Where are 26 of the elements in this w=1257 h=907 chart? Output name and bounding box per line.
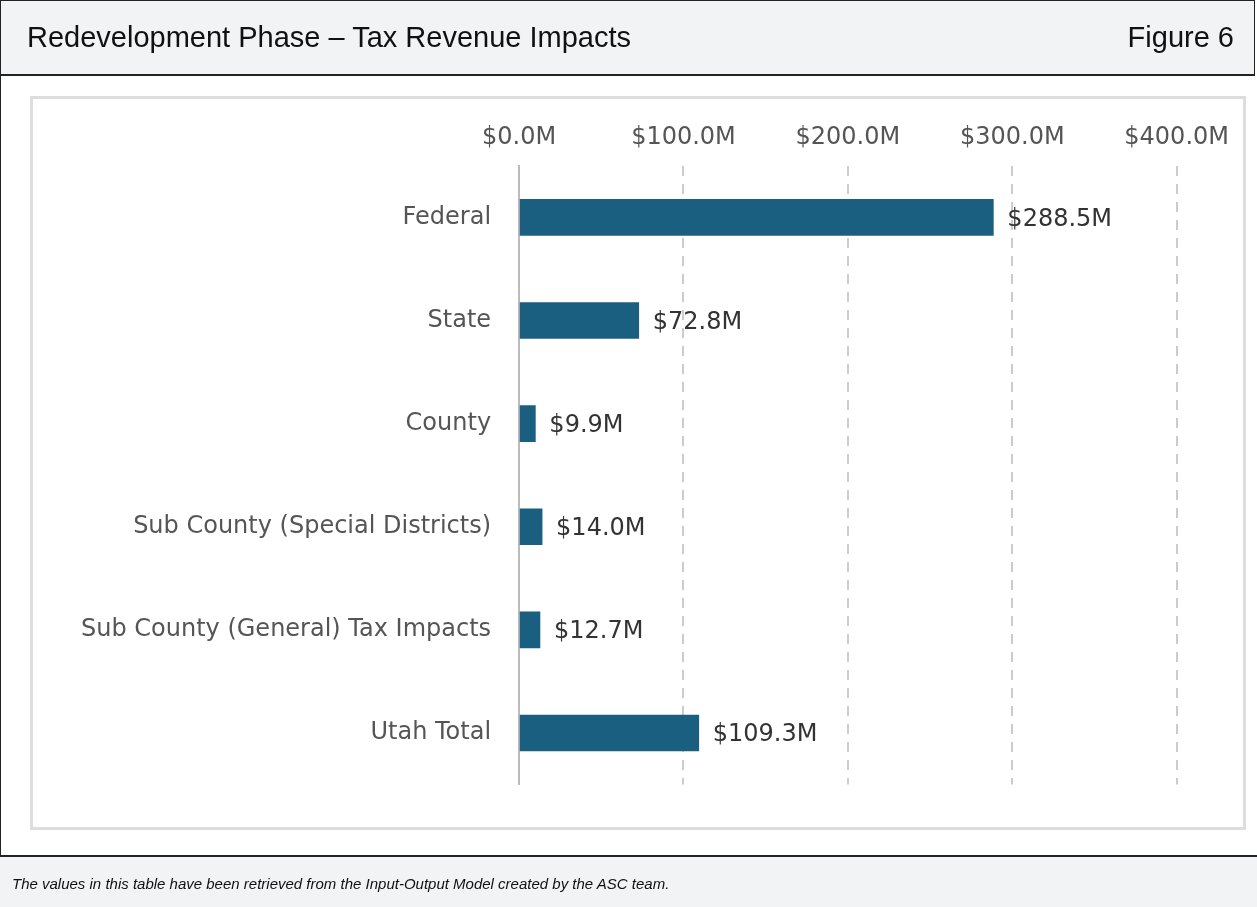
chart-subtitle: Figure 6 — [1127, 21, 1234, 54]
data-label: $109.3M — [712, 719, 818, 748]
x-tick-label: $100.0M — [631, 121, 736, 150]
text: The values in this table have been retrieved from the Input-Output Model created by the ASC team. — [12, 875, 671, 892]
y-tick-label: Sub County (General) Tax Impacts — [80, 614, 492, 643]
bar — [519, 199, 994, 236]
x-tick-label: $400.0M — [1124, 121, 1229, 150]
bar — [519, 405, 536, 442]
y-tick-label: Utah Total — [370, 717, 492, 746]
y-tick-label: County — [405, 407, 492, 436]
y-tick-label: Sub County (Special Districts) — [133, 511, 492, 539]
x-tick-label: $200.0M — [795, 121, 901, 150]
data-label: $14.0M — [556, 513, 646, 541]
y-tick-label: State — [427, 304, 492, 333]
bar — [519, 508, 543, 546]
data-label: $9.9M — [549, 409, 624, 438]
data-label: $72.8M — [652, 306, 743, 335]
chart-title: Redevelopment Phase – Tax Revenue Impacts — [27, 21, 631, 54]
bar — [519, 611, 541, 649]
x-tick-label: $300.0M — [959, 121, 1065, 150]
bar — [519, 302, 640, 339]
bar — [519, 714, 700, 752]
y-tick-label: Federal — [402, 201, 492, 230]
x-tick-label: $0.0M — [482, 121, 557, 150]
data-label: $288.5M — [1007, 203, 1113, 232]
data-label: $12.7M — [553, 616, 644, 645]
